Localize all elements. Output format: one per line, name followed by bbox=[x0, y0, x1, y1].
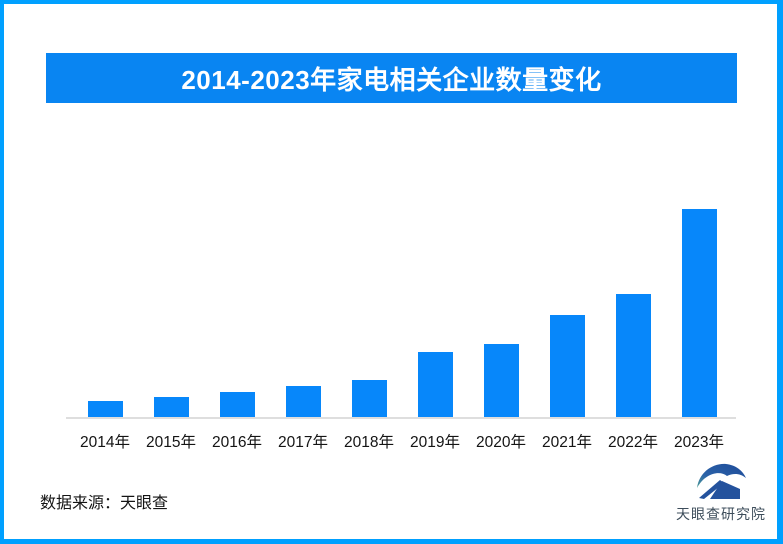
bar-2015年 bbox=[153, 397, 189, 417]
bar-2018年 bbox=[351, 380, 387, 417]
x-axis-label-2018年: 2018年 bbox=[344, 434, 394, 451]
bar-2019年 bbox=[417, 352, 453, 417]
x-axis-label-2016年: 2016年 bbox=[212, 434, 262, 451]
bar-chart: 2014年 2015年 2016年 2017年 2018年 2019年 2020年 2021年… bbox=[4, 4, 777, 539]
bar-2021年 bbox=[549, 315, 585, 417]
x-axis-label-2021年: 2021年 bbox=[542, 434, 592, 451]
brand-logo-block: 天眼查研究院 bbox=[666, 462, 776, 524]
x-axis-label-2020年: 2020年 bbox=[476, 434, 526, 451]
bar-2016年 bbox=[219, 392, 255, 417]
bar-2023年 bbox=[681, 209, 717, 417]
chart-title-banner: 2014-2023年家电相关企业数量变化 bbox=[46, 53, 737, 103]
bar-2022年 bbox=[615, 294, 651, 417]
bar-2017年 bbox=[285, 386, 321, 417]
bar-2020年 bbox=[483, 344, 519, 417]
x-axis-label-2019年: 2019年 bbox=[410, 434, 460, 451]
chart-title: 2014-2023年家电相关企业数量变化 bbox=[181, 64, 602, 95]
x-axis-label-2014年: 2014年 bbox=[80, 434, 130, 451]
x-axis-label-2022年: 2022年 bbox=[608, 434, 658, 451]
bar-2014年 bbox=[87, 401, 123, 417]
x-axis-label-2023年: 2023年 bbox=[674, 434, 724, 451]
x-axis-label-2015年: 2015年 bbox=[146, 434, 196, 451]
data-source-note: 数据来源：天眼查 bbox=[40, 495, 169, 512]
tianyancha-logo-icon bbox=[697, 463, 746, 499]
x-axis-line bbox=[66, 417, 736, 419]
x-axis-label-2017年: 2017年 bbox=[278, 434, 328, 451]
brand-name: 天眼查研究院 bbox=[676, 506, 766, 522]
